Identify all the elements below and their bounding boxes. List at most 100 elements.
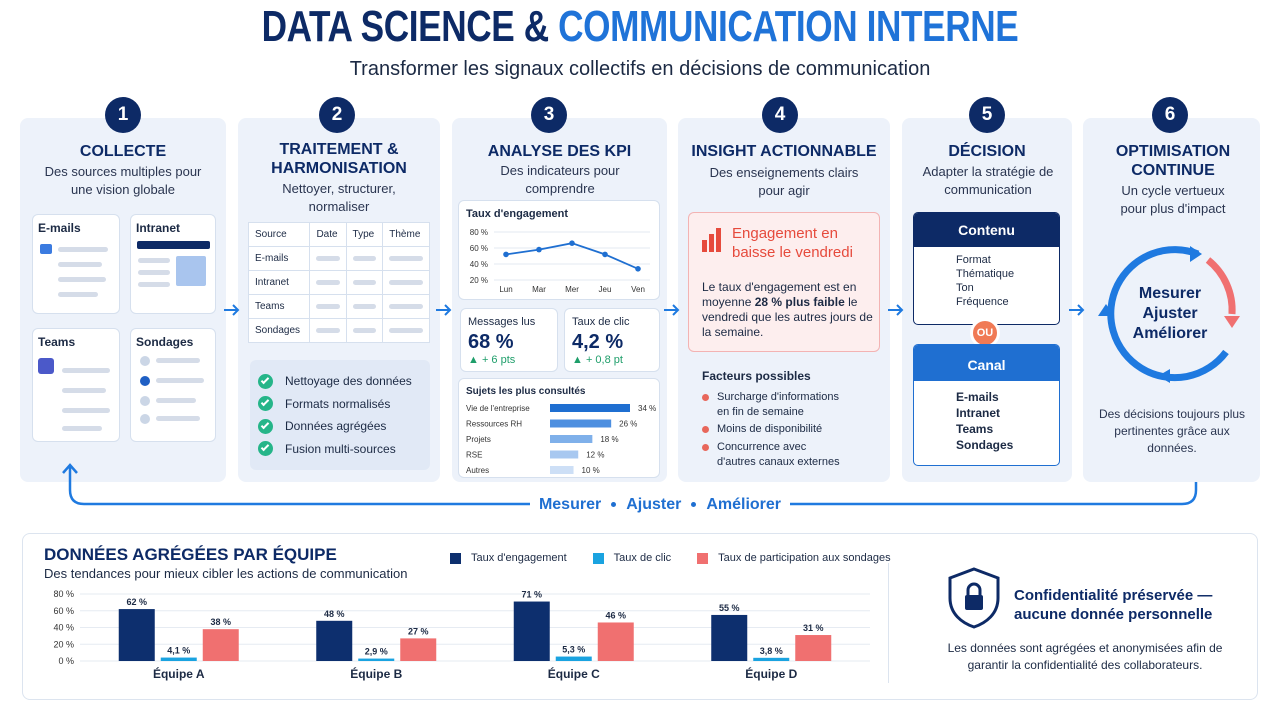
kpi-label: Taux de clic — [572, 316, 630, 328]
x-tick-label: Jeu — [599, 285, 612, 294]
source-card — [32, 328, 120, 442]
decision-item: Thématique — [956, 268, 1015, 280]
factor-item: Concurrence avec d'autres canaux externe… — [702, 440, 882, 470]
data-table: Source Date Type Thème E-mails Intranet Tea… — [247, 222, 430, 343]
legend-item: Taux d'engagement — [450, 552, 567, 564]
step-title: TRAITEMENT & HARMONISATION — [271, 141, 407, 177]
check-text: Fusion multi-sources — [285, 441, 396, 456]
y-tick-label: 80 % — [470, 228, 488, 237]
check-mark — [260, 398, 270, 407]
table-cell: Teams — [247, 294, 311, 319]
kpi-value: 68 % — [468, 331, 514, 353]
intranet-bar — [137, 241, 210, 249]
privacy-text: Les données sont agrégées et anonymisées… — [947, 641, 1223, 672]
source-label: Intranet — [136, 221, 181, 235]
cell — [345, 294, 384, 319]
point — [536, 246, 542, 253]
channel-title: Canal — [914, 345, 1059, 381]
category-label: Projets — [466, 435, 491, 444]
placeholder — [58, 277, 106, 282]
check-item: Formats normalisés — [258, 393, 428, 416]
kpi-card — [460, 308, 558, 372]
privacy-title: Confidentialité préservée — aucune donné… — [1014, 587, 1213, 623]
kpi-change: ▲ + 6 pts — [468, 354, 516, 366]
placeholder — [138, 282, 170, 287]
y-tick-label: 80 % — [53, 589, 74, 599]
icon-bar — [716, 228, 721, 252]
loop-labels: Mesurer Ajuster Améliorer — [530, 494, 790, 516]
step-title: ANALYSE DES KPI — [487, 143, 632, 160]
step-description: Des enseignements clairs pour agir — [709, 165, 859, 198]
value-label: 12 % — [586, 451, 604, 460]
factor-text: Moins de disponibilité — [717, 423, 823, 435]
cycle-label: Mesurer — [1138, 285, 1202, 302]
image-icon — [176, 256, 206, 286]
chart-subtitle: Des tendances pour mieux cibler les acti… — [44, 566, 408, 581]
value-label: 5,3 % — [562, 645, 585, 655]
cell — [382, 246, 430, 271]
bar — [202, 629, 239, 661]
header: DATA SCIENCE & COMMUNICATION INTERNE — [128, 2, 1152, 52]
legend-label: Taux de participation aux sondages — [718, 552, 891, 564]
value-label: 55 % — [719, 603, 740, 613]
teams-icon — [38, 358, 54, 374]
step-number: 3 — [531, 97, 567, 133]
y-tick-label: 60 % — [470, 244, 488, 253]
step-number: 1 — [105, 97, 141, 133]
factor-text: Surcharge d'informations en fin de semai… — [717, 391, 839, 418]
decision-item: Intranet — [956, 406, 1001, 420]
legend-item: Taux de clic — [592, 552, 672, 564]
bar — [753, 657, 790, 661]
cycle-labels: Mesurer Ajuster Améliorer — [1110, 284, 1230, 344]
icon-bar — [702, 240, 707, 252]
point — [503, 251, 509, 258]
loop-label: Mesurer — [538, 496, 602, 513]
kpi-change-text: + 6 pts — [481, 354, 516, 366]
bar — [513, 601, 550, 661]
step-number: 4 — [762, 97, 798, 133]
value-label: 38 % — [210, 617, 231, 627]
loop-label: Ajuster — [626, 496, 682, 513]
icon-bar — [709, 234, 714, 252]
text: le vendredi que les autres jours de la s… — [702, 295, 873, 339]
factor-text: Concurrence avec d'autres canaux externe… — [717, 441, 840, 468]
bullet — [702, 444, 709, 451]
bar — [550, 435, 593, 443]
bar — [550, 466, 574, 474]
placeholder — [62, 408, 110, 413]
step-description: Adapter la stratégie de communication — [922, 164, 1054, 197]
check-mark — [260, 420, 270, 429]
legend-swatch — [450, 552, 461, 564]
decision-item: Fréquence — [956, 296, 1009, 308]
category-label: Autres — [466, 466, 489, 475]
insight-text: Le taux d'engagement est en moyenne 28 %… — [702, 280, 874, 340]
step-description: Nettoyer, structurer, normaliser — [282, 181, 396, 214]
legend-label: Taux de clic — [613, 552, 672, 564]
source-label: Teams — [38, 335, 76, 349]
kpi-card — [564, 308, 660, 372]
value-label: 4,1 % — [167, 646, 190, 656]
arrowhead — [1190, 246, 1202, 262]
title: DATA SCIENCE & — [261, 2, 549, 51]
check-item: Fusion multi-sources — [258, 438, 428, 461]
chart-title: DONNÉES AGRÉGÉES PAR ÉQUIPE — [44, 545, 337, 564]
bar — [555, 656, 592, 661]
placeholder — [58, 292, 98, 297]
decision-item: Teams — [956, 422, 994, 436]
arrow — [888, 304, 904, 316]
step-title: OPTIMISATION CONTINUE — [1115, 143, 1231, 179]
cell — [309, 246, 347, 271]
step-number: 2 — [319, 97, 355, 133]
cycle-label: Améliorer — [1132, 325, 1208, 342]
table-cell: Intranet — [247, 270, 311, 295]
y-tick-label: 0 % — [58, 656, 74, 666]
radio — [140, 356, 150, 366]
check-icon — [258, 396, 273, 412]
y-tick-label: 20 % — [53, 639, 74, 649]
chart-title: Sujets les plus consultés — [466, 386, 586, 397]
cycle-arc — [1205, 257, 1236, 315]
bar — [550, 419, 612, 428]
checklist: Nettoyage des données Formats normalisés D… — [258, 370, 428, 460]
step-title: COLLECTE — [79, 143, 167, 160]
